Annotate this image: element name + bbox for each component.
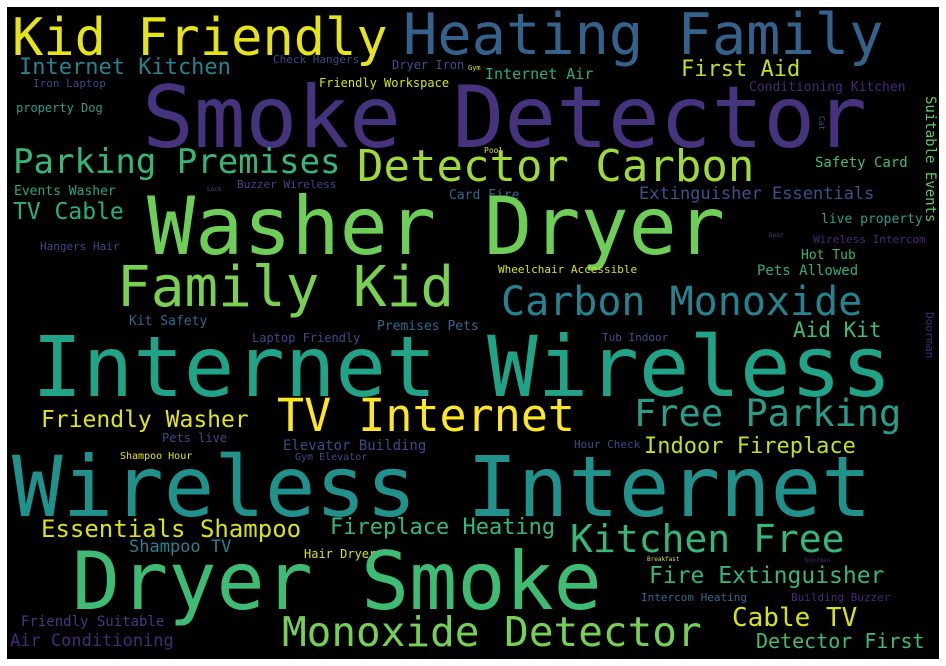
word: Safety Card bbox=[815, 155, 908, 171]
word: Internet Air bbox=[485, 65, 594, 83]
word: Fire Extinguisher bbox=[649, 563, 885, 589]
word: Conditioning Kitchen bbox=[749, 80, 906, 95]
word: Premises Pets bbox=[377, 319, 479, 334]
word: Intercom Heating bbox=[641, 591, 747, 604]
word: Essentials Shampoo bbox=[41, 515, 302, 543]
word: Laptop Friendly bbox=[252, 331, 361, 345]
word: Air Conditioning bbox=[10, 631, 174, 651]
word: Kit Safety bbox=[129, 314, 208, 329]
word: Kitchen Free bbox=[570, 517, 845, 561]
word: Suitable Events bbox=[922, 96, 938, 223]
word: Breakfast bbox=[647, 556, 680, 563]
word: Doorman bbox=[923, 312, 936, 359]
word: Card Fire bbox=[449, 188, 520, 203]
word: Carbon Monoxide bbox=[501, 279, 863, 325]
word: Kid Friendly bbox=[12, 8, 388, 68]
word: Elevator Building bbox=[283, 438, 427, 454]
word: Hair Dryer bbox=[304, 547, 377, 561]
word: Wheelchair Accessible bbox=[498, 263, 638, 276]
word: Cat bbox=[817, 116, 826, 131]
word: Parking Premises bbox=[13, 142, 341, 182]
word: Doorman bbox=[805, 557, 831, 564]
word: Friendly Workspace bbox=[319, 76, 450, 90]
word: Extinguisher Essentials bbox=[639, 184, 875, 204]
word: Fireplace Heating bbox=[330, 515, 556, 540]
word: Internet Wireless bbox=[32, 318, 892, 416]
word: Dryer Iron bbox=[392, 58, 465, 72]
word: Shampoo TV bbox=[129, 537, 232, 557]
word: Free Parking bbox=[634, 392, 902, 435]
word: TV Cable bbox=[13, 199, 124, 225]
word: Family Kid bbox=[117, 255, 455, 320]
word: Pool bbox=[484, 146, 504, 155]
word: Smoke Detector bbox=[142, 68, 867, 168]
word: Shampoo Hour bbox=[120, 451, 193, 462]
word: Internet Kitchen bbox=[19, 55, 231, 80]
word: Friendly Washer bbox=[41, 407, 249, 433]
word: Gym Elevator bbox=[295, 452, 368, 463]
word-cloud: Kid Friendly Heating Family Internet Kit… bbox=[7, 7, 939, 659]
word: Gym bbox=[468, 64, 481, 72]
word: Friendly Suitable bbox=[21, 614, 165, 630]
word: Wireless Intercom bbox=[813, 233, 926, 246]
word: Aid Kit bbox=[793, 318, 882, 342]
word: Dryer Smoke bbox=[72, 535, 602, 628]
word: Hangers Hair bbox=[40, 240, 120, 253]
word: Events Washer bbox=[14, 184, 116, 199]
word: Pets Allowed bbox=[757, 263, 859, 279]
word: Buzzer Wireless bbox=[237, 178, 337, 191]
word: Detector Carbon bbox=[357, 141, 755, 192]
word: Tub Indoor bbox=[602, 331, 669, 344]
word: Monoxide Detector bbox=[282, 608, 702, 656]
word: Wireless Internet bbox=[12, 438, 872, 536]
word: First Aid bbox=[681, 57, 801, 82]
word: Detector First bbox=[756, 629, 925, 653]
word: Iron Laptop bbox=[33, 77, 106, 90]
word: live property bbox=[821, 212, 923, 227]
word: Indoor Fireplace bbox=[644, 434, 856, 459]
word: TV Internet bbox=[277, 389, 576, 442]
word: Cable TV bbox=[732, 603, 858, 633]
word: Check Hangers bbox=[273, 53, 360, 66]
word: Door bbox=[769, 232, 784, 239]
word: Pets live bbox=[162, 431, 228, 445]
word: Lock bbox=[207, 186, 222, 193]
word: Building Buzzer bbox=[791, 591, 891, 604]
word: Hour Check bbox=[574, 438, 641, 451]
word: Hot Tub bbox=[801, 248, 856, 263]
word: Washer Dryer bbox=[147, 180, 725, 273]
word: property Dog bbox=[16, 101, 103, 115]
word: Heating Family bbox=[403, 7, 884, 68]
